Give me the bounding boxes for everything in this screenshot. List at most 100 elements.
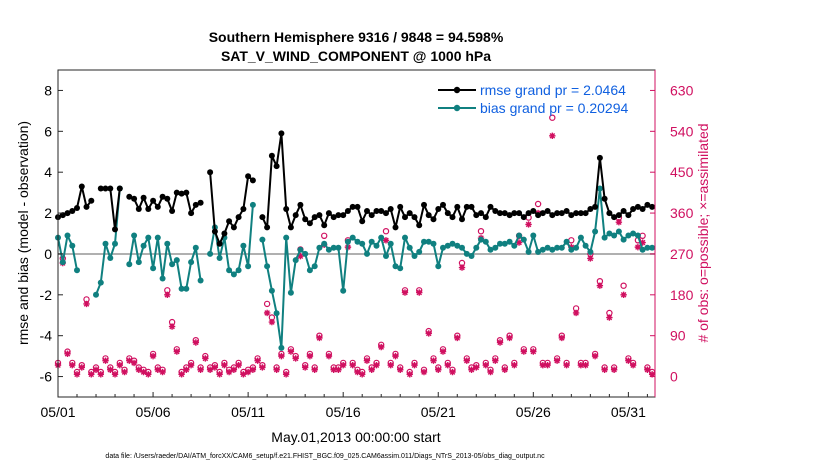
rmse-point: [535, 212, 542, 219]
bias-point: [64, 232, 71, 239]
assimilated-obs-marker: [430, 357, 437, 364]
rmse-point: [568, 212, 575, 219]
assimilated-obs-marker: [515, 239, 523, 246]
assimilated-obs-marker: [397, 366, 404, 373]
assimilated-obs-marker: [159, 368, 166, 376]
rmse-point: [587, 206, 594, 212]
bias-point: [511, 242, 518, 249]
assimilated-obs-marker: [301, 364, 309, 371]
bias-point: [102, 240, 109, 247]
rmse-point: [349, 203, 356, 210]
bias-point: [69, 242, 76, 249]
rmse-point: [226, 218, 233, 225]
assimilated-obs-marker: [444, 362, 451, 369]
bias-point: [340, 287, 347, 294]
bias-point: [135, 259, 142, 266]
x-tick-label: 05/16: [326, 404, 361, 420]
rmse-point: [335, 212, 342, 219]
rmse-point: [444, 210, 451, 217]
rmse-point: [150, 197, 157, 204]
rmse-point: [601, 195, 608, 202]
rmse-point: [592, 203, 599, 210]
assimilated-obs-marker: [126, 357, 133, 364]
rmse-point: [558, 210, 565, 217]
assimilated-obs-marker: [606, 314, 613, 321]
assimilated-obs-marker: [401, 289, 409, 296]
rmse-point: [264, 224, 271, 231]
assimilated-obs-marker: [520, 348, 528, 355]
rmse-point: [549, 212, 556, 219]
bias-point: [625, 232, 632, 239]
bias-point: [230, 271, 237, 278]
rmse-point: [402, 214, 408, 221]
assimilated-obs-marker: [88, 371, 95, 378]
rmse-point: [530, 208, 537, 214]
bias-point: [169, 261, 176, 268]
assimilated-obs-marker: [425, 330, 432, 337]
bias-point: [259, 236, 266, 243]
y2-tick-label: 90: [670, 328, 686, 344]
x-axis: 05/01 05/06 05/11 05/16 05/21 05/26 05/31: [40, 392, 648, 420]
bias-point: [539, 246, 546, 253]
y2-tick-label: 0: [670, 369, 678, 385]
rmse-point: [454, 203, 461, 210]
assimilated-obs-marker: [392, 352, 399, 360]
assimilated-obs-marker: [168, 323, 176, 330]
assimilated-obs-marker: [249, 366, 257, 373]
bias-point: [506, 238, 513, 245]
bias-point: [473, 244, 480, 251]
assimilated-obs-marker: [473, 364, 480, 371]
bias-point: [411, 253, 418, 259]
rmse-point: [325, 210, 332, 217]
y-tick-label: 4: [44, 164, 52, 180]
bias-point: [235, 267, 242, 274]
bias-point: [207, 250, 214, 257]
assimilated-obs-marker: [107, 366, 114, 373]
bias-point: [226, 267, 233, 274]
assimilated-obs-marker: [140, 368, 147, 376]
possible-obs-marker: [534, 200, 542, 208]
bias-point: [292, 257, 299, 264]
bias-point: [554, 244, 561, 251]
rmse-point: [321, 222, 328, 229]
assimilated-obs-marker: [97, 371, 104, 378]
rmse-point: [468, 203, 475, 210]
bias-line: [128, 234, 202, 290]
bias-point: [435, 263, 442, 270]
bias-point: [112, 240, 118, 247]
rmse-point: [573, 210, 580, 217]
rmse-point: [497, 210, 503, 217]
possible-obs-marker: [263, 300, 271, 308]
assimilated-obs-marker: [378, 343, 385, 351]
rmse-point: [178, 190, 185, 197]
bias-point: [630, 230, 637, 237]
rmse-point: [463, 203, 470, 210]
assimilated-obs-marker: [359, 371, 366, 378]
assimilated-obs-marker: [149, 352, 157, 360]
assimilated-obs-marker: [306, 352, 314, 360]
rmse-point: [378, 208, 385, 214]
bias-point: [440, 244, 446, 251]
bias-point: [487, 246, 494, 253]
assimilated-obs-marker: [577, 362, 585, 369]
rmse-point: [268, 152, 275, 159]
bias-point: [535, 248, 542, 255]
assimilated-obs-marker: [244, 368, 252, 376]
y2-tick-label: 270: [670, 246, 694, 262]
bias-point: [173, 257, 180, 264]
plot-area: [54, 114, 656, 378]
assimilated-obs-marker: [563, 362, 570, 369]
rmse-point: [154, 203, 161, 210]
rmse-point: [644, 201, 651, 208]
assimilated-obs-marker: [287, 348, 295, 355]
bias-point: [306, 267, 313, 274]
assimilated-obs-marker: [135, 366, 143, 373]
bias-point: [97, 279, 104, 286]
rmse-point: [83, 203, 90, 210]
legend-bias-marker: [453, 104, 461, 112]
assimilated-obs-marker: [639, 239, 646, 246]
assimilated-obs-marker: [259, 364, 266, 371]
assimilated-obs-marker: [349, 362, 356, 369]
assimilated-obs-marker: [111, 371, 119, 378]
